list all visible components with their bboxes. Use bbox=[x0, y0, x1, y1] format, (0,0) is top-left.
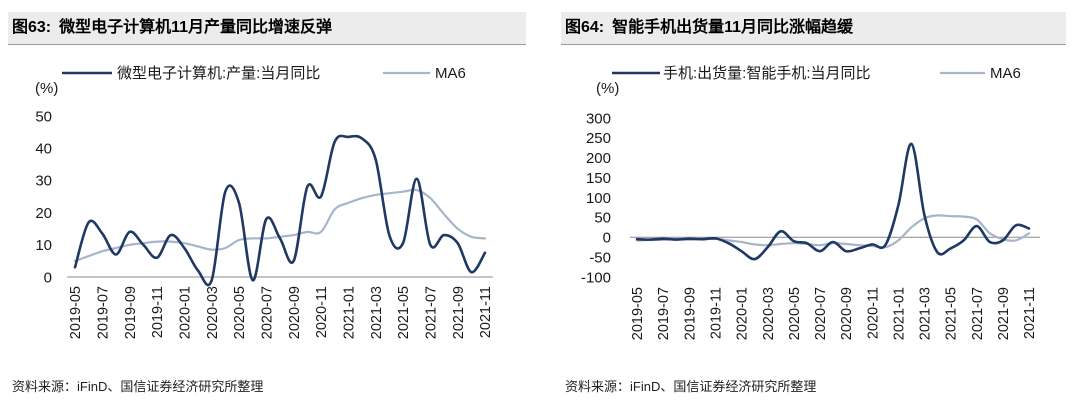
line-chart-smartphone-yoy: 手机:出货量:智能手机:当月同比 MA6 (%) -100 -50 0 50 100 15… bbox=[581, 64, 1040, 340]
x-tick-label: 2020-11 bbox=[865, 287, 881, 339]
y-tick-label: 300 bbox=[586, 110, 611, 127]
y-unit-label: (%) bbox=[35, 80, 58, 97]
x-tick-label: 2021-01 bbox=[341, 286, 357, 339]
yoy-series-line bbox=[73, 134, 487, 287]
figure-title: 智能手机出货量11月同比涨幅趋缓 bbox=[612, 19, 854, 36]
y-tick-label: 10 bbox=[35, 237, 52, 254]
x-tick-label: 2019-07 bbox=[656, 287, 672, 340]
y-tick-label: -100 bbox=[581, 269, 611, 286]
y-tick-label: 50 bbox=[594, 210, 611, 227]
x-tick-label: 2019-07 bbox=[95, 286, 111, 339]
x-tick-label: 2019-09 bbox=[682, 287, 698, 340]
x-tick-label: 2020-01 bbox=[177, 286, 193, 339]
y-tick-label: 100 bbox=[586, 190, 611, 207]
plot-area: -100 -50 0 50 100 150 200 250 300 2019-05 2019-07 2… bbox=[581, 110, 1040, 340]
x-tick-label: 2019-11 bbox=[708, 287, 724, 339]
figure-panel-smartphone-shipments: 图64: 智能手机出货量11月同比涨幅趋缓 手机:出货量:智能手机:当月同比 MA… bbox=[553, 0, 1080, 400]
x-tick-label: 2020-05 bbox=[787, 287, 803, 340]
y-tick-label: 40 bbox=[35, 140, 52, 157]
source-note: 资料来源：iFinD、国信证券经济研究所整理 bbox=[12, 379, 264, 394]
x-tick-label: 2021-11 bbox=[1022, 287, 1038, 339]
x-tick-label: 2021-11 bbox=[478, 286, 494, 338]
legend-label-ma6: MA6 bbox=[990, 65, 1021, 82]
figure-number: 图63: bbox=[12, 19, 52, 36]
x-tick-label: 2021-09 bbox=[451, 286, 467, 339]
x-tick-label: 2021-05 bbox=[944, 287, 960, 340]
y-unit-label: (%) bbox=[596, 80, 619, 97]
y-tick-label: 20 bbox=[35, 205, 52, 222]
x-tick-label: 2020-11 bbox=[314, 286, 330, 338]
figure-title-bar: 图63: 微型电子计算机11月产量同比增速反弹 bbox=[8, 12, 526, 45]
x-tick-label: 2021-01 bbox=[891, 287, 907, 340]
x-tick-label: 2021-03 bbox=[369, 286, 385, 339]
legend: 手机:出货量:智能手机:当月同比 MA6 bbox=[612, 64, 1021, 82]
legend-label-ma6: MA6 bbox=[435, 65, 466, 82]
y-tick-label: 0 bbox=[603, 230, 611, 247]
x-tick-label: 2020-07 bbox=[259, 286, 275, 339]
line-chart-microcomputer-yoy: 微型电子计算机:产量:当月同比 MA6 (%) 0 10 20 30 40 50 2019-… bbox=[35, 64, 494, 339]
x-tick-label: 2019-05 bbox=[630, 287, 646, 340]
x-tick-label: 2019-11 bbox=[150, 286, 166, 338]
y-tick-label: 50 bbox=[35, 108, 52, 125]
legend: 微型电子计算机:产量:当月同比 MA6 bbox=[62, 64, 466, 82]
figure-panel-microcomputer-output: 图63: 微型电子计算机11月产量同比增速反弹 微型电子计算机:产量:当月同比 M… bbox=[8, 12, 526, 394]
x-tick-label: 2021-07 bbox=[423, 286, 439, 339]
x-tick-label: 2020-07 bbox=[813, 287, 829, 340]
x-tick-label: 2021-05 bbox=[396, 286, 412, 339]
source-note: 资料来源：iFinD、国信证券经济研究所整理 bbox=[565, 379, 817, 394]
y-tick-label: 0 bbox=[44, 269, 52, 286]
x-tick-label: 2020-09 bbox=[839, 287, 855, 340]
legend-label-yoy: 手机:出货量:智能手机:当月同比 bbox=[663, 64, 871, 82]
plot-area: 0 10 20 30 40 50 2019-05 2019-07 2019-09 2019-11 2… bbox=[35, 108, 494, 339]
figure-number: 图64: bbox=[565, 19, 605, 36]
x-tick-label: 2019-05 bbox=[68, 286, 84, 339]
y-tick-label: -50 bbox=[589, 249, 611, 266]
legend-label-yoy: 微型电子计算机:产量:当月同比 bbox=[117, 64, 320, 82]
y-tick-label: 150 bbox=[586, 170, 611, 187]
y-tick-label: 30 bbox=[35, 173, 52, 190]
yoy-series-line bbox=[635, 142, 1031, 261]
y-tick-label: 250 bbox=[586, 130, 611, 147]
x-tick-label: 2020-09 bbox=[287, 286, 303, 339]
x-tick-label: 2021-07 bbox=[970, 287, 986, 340]
x-tick-label: 2019-09 bbox=[123, 286, 139, 339]
x-tick-label: 2020-01 bbox=[735, 287, 751, 340]
x-tick-label: 2020-05 bbox=[232, 286, 248, 339]
x-tick-label: 2020-03 bbox=[205, 286, 221, 339]
x-tick-label: 2021-09 bbox=[996, 287, 1012, 340]
figure-title-bar: 图64: 智能手机出货量11月同比涨幅趋缓 bbox=[561, 12, 1066, 45]
figure-title: 微型电子计算机11月产量同比增速反弹 bbox=[59, 19, 333, 36]
x-tick-label: 2020-03 bbox=[761, 287, 777, 340]
x-tick-label: 2021-03 bbox=[918, 287, 934, 340]
y-tick-label: 200 bbox=[586, 150, 611, 167]
